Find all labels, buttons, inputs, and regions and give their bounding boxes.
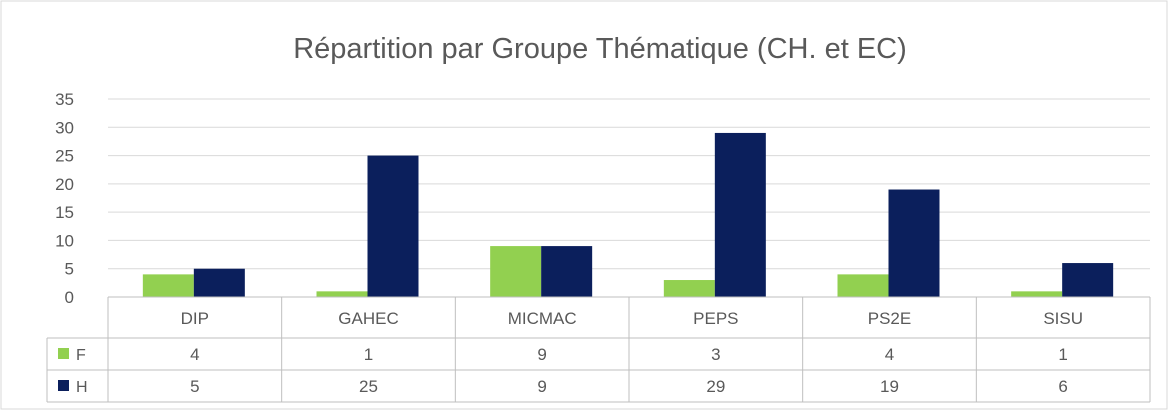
- legend-key-F: [58, 348, 69, 359]
- data-label-H-PS2E: 19: [880, 377, 899, 396]
- y-tick-label: 5: [65, 260, 74, 279]
- bar-H-PS2E: [888, 189, 940, 297]
- bar-F-SISU: [1011, 291, 1063, 297]
- y-tick-label: 35: [55, 90, 74, 109]
- data-label-H-MICMAC: 9: [537, 377, 546, 396]
- data-label-F-PS2E: 4: [885, 345, 894, 364]
- bar-H-DIP: [193, 268, 245, 297]
- y-tick-label: 15: [55, 203, 74, 222]
- bar-F-MICMAC: [490, 246, 542, 297]
- bar-F-GAHEC: [316, 291, 368, 297]
- data-label-H-DIP: 5: [190, 377, 199, 396]
- legend-label-F: F: [76, 347, 86, 364]
- bar-H-SISU: [1062, 263, 1114, 297]
- data-label-H-GAHEC: 25: [359, 377, 378, 396]
- category-label: SISU: [1043, 309, 1083, 328]
- category-label: PS2E: [868, 309, 911, 328]
- bar-H-MICMAC: [541, 246, 593, 297]
- data-label-F-GAHEC: 1: [364, 345, 373, 364]
- category-label: PEPS: [693, 309, 738, 328]
- category-label: DIP: [181, 309, 209, 328]
- bar-F-PS2E: [837, 274, 889, 297]
- y-tick-label: 30: [55, 118, 74, 137]
- legend-label-H: H: [76, 379, 88, 396]
- y-tick-label: 20: [55, 175, 74, 194]
- bar-F-PEPS: [663, 280, 715, 297]
- category-label: GAHEC: [338, 309, 398, 328]
- y-tick-label: 10: [55, 231, 74, 250]
- data-label-F-MICMAC: 9: [537, 345, 546, 364]
- data-label-F-DIP: 4: [190, 345, 199, 364]
- data-label-H-PEPS: 29: [706, 377, 725, 396]
- legend-key-H: [58, 380, 69, 391]
- category-label: MICMAC: [508, 309, 577, 328]
- data-label-F-SISU: 1: [1058, 345, 1067, 364]
- y-tick-label: 25: [55, 147, 74, 166]
- bars: [142, 132, 1114, 297]
- y-tick-label: 0: [65, 288, 74, 307]
- data-label-H-SISU: 6: [1058, 377, 1067, 396]
- bar-H-GAHEC: [367, 155, 419, 297]
- chart-title: Répartition par Groupe Thématique (CH. e…: [293, 33, 907, 65]
- y-axis: 0 5 10 15 20 25 30 35: [55, 90, 74, 307]
- bar-F-DIP: [142, 274, 194, 297]
- bar-H-PEPS: [714, 132, 766, 297]
- gridlines: [108, 98, 1150, 270]
- data-label-F-PEPS: 3: [711, 345, 720, 364]
